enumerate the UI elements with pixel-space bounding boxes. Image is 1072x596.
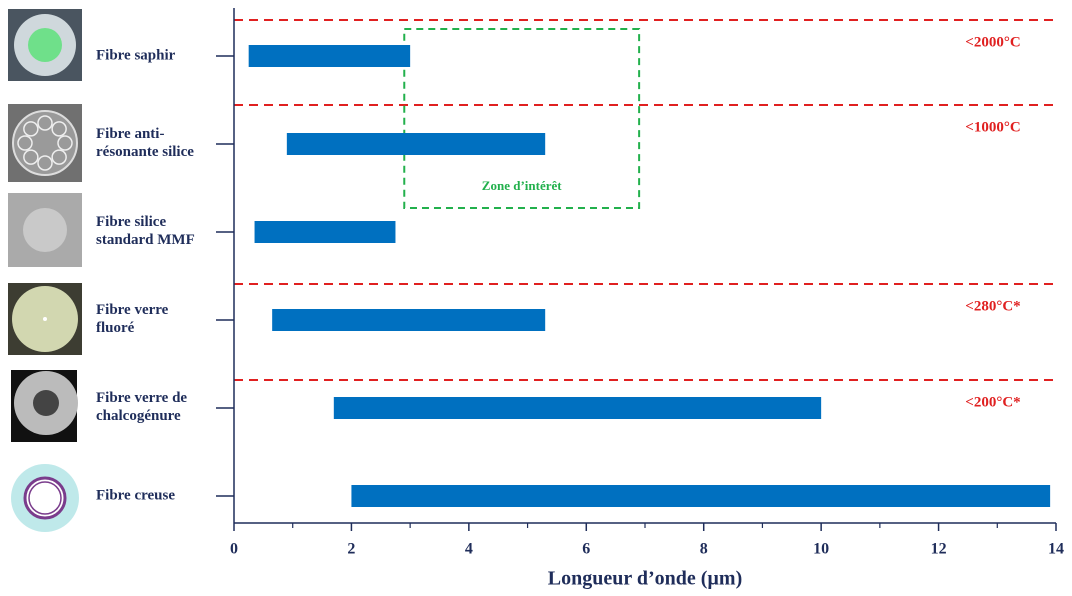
x-tick-label: 0 [230,541,238,558]
zone-box [403,28,641,209]
thumb [37,155,53,171]
threshold-label: <280°C* [965,298,1020,314]
bar [286,133,546,155]
x-axis-label: Longueur d’onde (µm) [548,568,743,590]
y-tick-label: Fibre anti-résonante silice [96,126,194,160]
x-tick-label: 2 [347,541,355,558]
y-tick-label: Fibre verre fluoré [96,302,169,336]
thumb [23,121,39,137]
thumb [57,135,73,151]
thumb [12,110,78,176]
threshold-label: <1000°C [965,119,1020,135]
thumb [28,481,62,515]
zone-label: Zone d’intérêt [482,178,562,193]
x-tick-label: 14 [1048,541,1064,558]
x-tick-label: 10 [813,541,829,558]
x-tick-label: 8 [700,541,708,558]
thumbnail [8,193,82,267]
thumbnail [11,370,78,442]
thumb [28,28,62,62]
thumb [23,476,67,520]
thumb [33,390,59,416]
thumbnail [8,283,82,355]
y-tick-label: Fibre creuse [96,487,175,503]
threshold-label: <200°C* [965,394,1020,410]
thumb [23,149,39,165]
bar [254,221,396,243]
thumb [51,121,67,137]
thumbnail [11,464,79,532]
thumbnail [8,9,82,81]
thumb [51,149,67,165]
bar [351,485,1051,507]
x-tick-label: 12 [931,541,947,558]
thumb [43,317,47,321]
thumb [23,208,67,252]
bar [333,397,822,419]
bar [248,45,411,67]
bar [272,309,546,331]
thumb [37,115,53,131]
thumbnail [8,104,82,182]
threshold-label: <2000°C [965,34,1020,50]
y-tick-label: Fibre saphir [96,47,176,63]
y-tick-label: Fibre silice standard MMF [96,214,195,248]
thumb [17,135,33,151]
x-tick-label: 6 [582,541,590,558]
y-tick-label: Fibre verre de chalcogénure [96,390,187,424]
x-tick-label: 4 [465,541,473,558]
